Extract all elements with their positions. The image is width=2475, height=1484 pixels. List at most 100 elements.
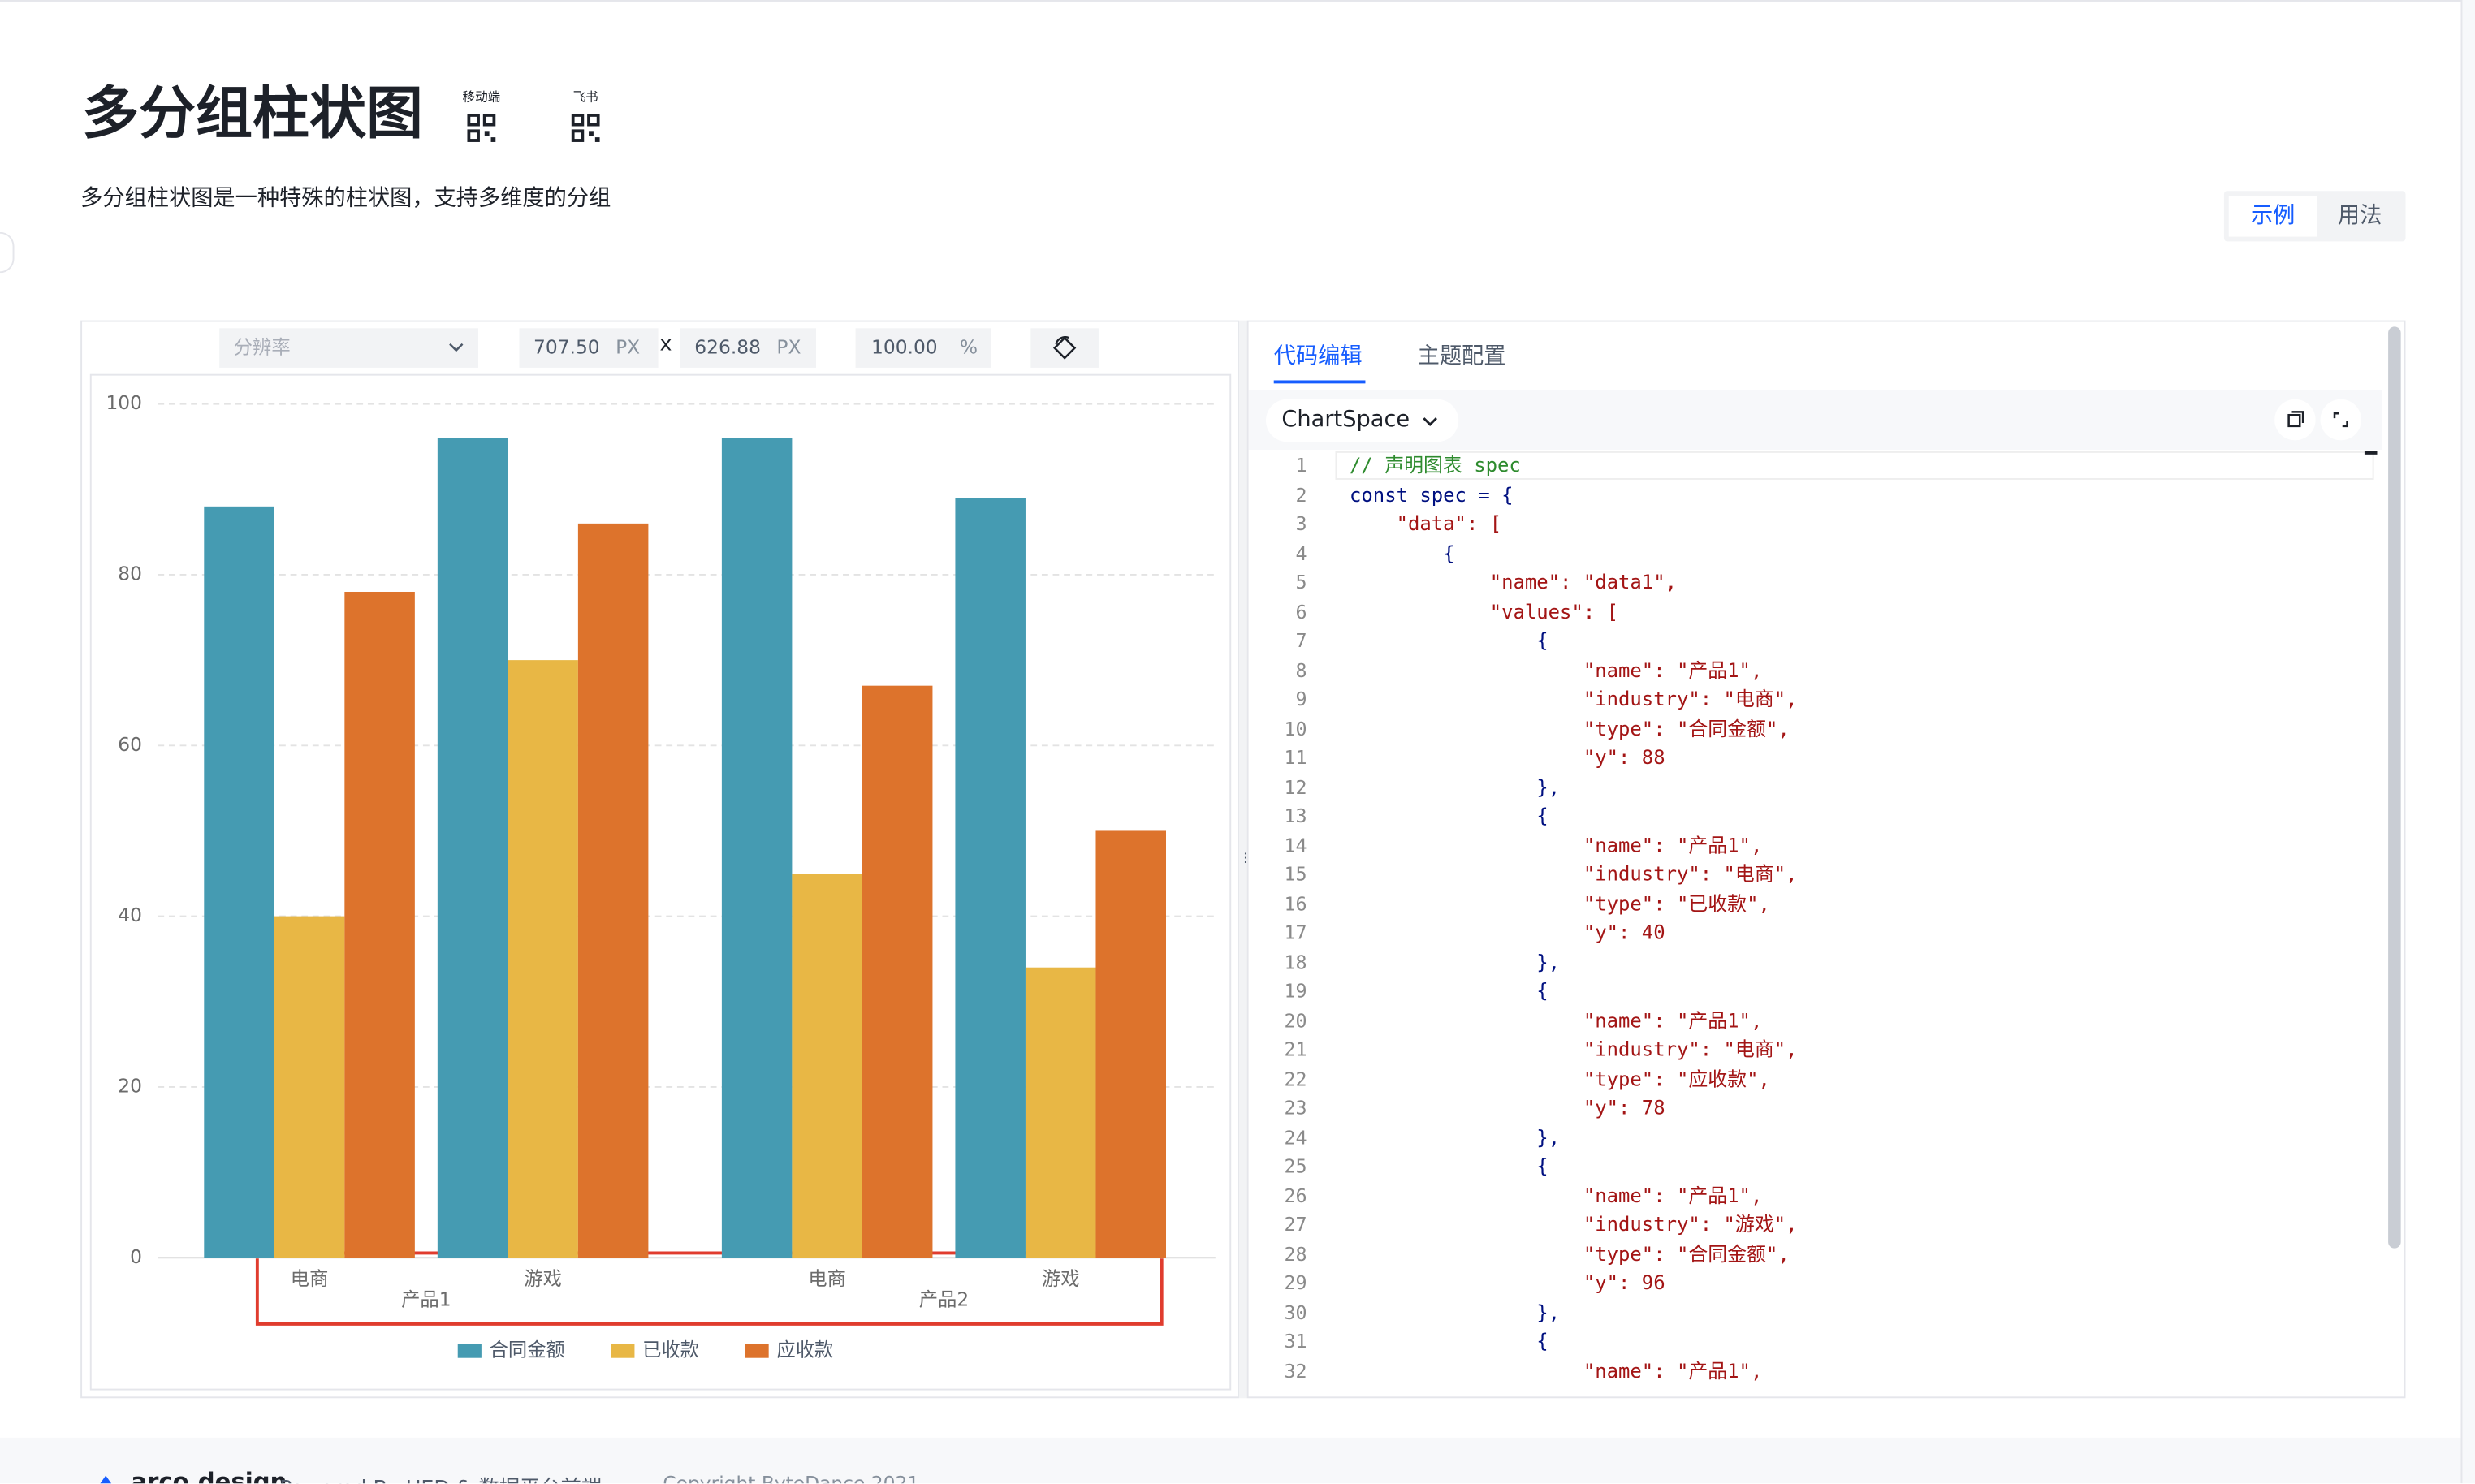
top-border [0, 0, 2475, 2]
code-line: }, [1350, 1301, 1561, 1323]
legend-swatch [611, 1344, 635, 1358]
bar [1025, 967, 1096, 1258]
code-line: "industry": "游戏", [1350, 1213, 1798, 1236]
legend-item[interactable]: 应收款 [745, 1339, 834, 1361]
view-tab-active[interactable]: 示例 [2228, 196, 2317, 237]
footer: arco.design Powered By UED & 数据平台前端 Copy… [0, 1437, 2461, 1484]
code-line: "name": "产品1", [1350, 1184, 1763, 1207]
splitter[interactable] [1238, 320, 1247, 1399]
editor-panel [1246, 320, 2406, 1399]
x-tick-label: 游戏 [524, 1268, 562, 1290]
line-number: 18 [1284, 951, 1307, 973]
copy-button[interactable] [2274, 399, 2316, 441]
code-line: "type": "应收款", [1350, 1068, 1770, 1090]
brand[interactable]: arco.design [131, 1467, 287, 1484]
code-line: "industry": "电商", [1350, 863, 1798, 886]
spec-selector[interactable]: ChartSpace [1265, 399, 1459, 442]
footer-copyright: Copyright ByteDance 2021 [663, 1472, 920, 1484]
line-number: 29 [1284, 1271, 1307, 1294]
group-label: 产品2 [919, 1288, 969, 1310]
line-number: 17 [1284, 921, 1307, 944]
unit: % [959, 336, 978, 359]
line-number: 22 [1284, 1068, 1307, 1090]
bar [437, 438, 508, 1258]
code-line: "y": 40 [1350, 921, 1665, 944]
bar [792, 874, 862, 1258]
width-input[interactable]: 707.50 PX [519, 328, 659, 368]
code-line: }, [1350, 951, 1561, 973]
chart-frame [89, 373, 1232, 1391]
line-number: 6 [1295, 600, 1307, 623]
y-tick-label: 80 [118, 563, 142, 585]
legend-item[interactable]: 合同金额 [457, 1339, 565, 1361]
legend-swatch [745, 1344, 769, 1358]
y-tick-label: 60 [118, 734, 142, 756]
cursor [2364, 451, 2378, 455]
code-line: "type": "已收款", [1350, 892, 1770, 915]
resolution-select[interactable]: 分辨率 [219, 328, 478, 368]
code-line: "type": "合同金额", [1350, 1242, 1790, 1266]
side-toggle[interactable] [0, 231, 15, 274]
qr-icon[interactable] [467, 113, 496, 142]
code-line: { [1350, 1154, 1548, 1178]
selector-label: ChartSpace [1281, 407, 1410, 433]
line-number: 21 [1284, 1038, 1307, 1061]
view-tab[interactable]: 用法 [2337, 203, 2382, 229]
line-number: 3 [1295, 512, 1307, 535]
line-number: 13 [1284, 805, 1307, 827]
code-line: // 声明图表 spec [1350, 454, 1521, 477]
code-line: "type": "合同金额", [1350, 717, 1790, 740]
legend-label: 已收款 [642, 1339, 699, 1361]
line-number: 9 [1295, 688, 1307, 710]
bar [204, 506, 274, 1258]
line-number: 1 [1295, 454, 1307, 477]
line-number: 14 [1284, 834, 1307, 856]
bar [955, 498, 1026, 1258]
code-line: "name": "产品1", [1350, 834, 1763, 856]
x-tick-label: 游戏 [1042, 1268, 1080, 1290]
line-number: 15 [1284, 863, 1307, 886]
editor-tab-active[interactable]: 代码编辑 [1273, 343, 1363, 369]
legend-item[interactable]: 已收款 [611, 1339, 699, 1361]
code-line: "name": "产品1", [1350, 658, 1763, 681]
line-number: 11 [1284, 746, 1307, 769]
unit: PX [616, 336, 641, 359]
rotate-icon [1052, 336, 1077, 360]
qr-label: 飞书 [572, 89, 598, 105]
code-line: "industry": "电商", [1350, 688, 1798, 710]
rotate-button[interactable] [1030, 328, 1099, 368]
line-number: 31 [1284, 1330, 1307, 1352]
footer-credit[interactable]: Powered By UED & 数据平台前端 [279, 1471, 602, 1483]
width-value: 707.50 [533, 336, 600, 359]
qr-icon[interactable] [571, 113, 600, 142]
editor-scrollbar[interactable] [2388, 326, 2401, 1249]
qr-label: 移动端 [462, 89, 501, 105]
y-tick-label: 100 [106, 392, 142, 414]
y-tick-label: 40 [118, 904, 142, 926]
code-line: "data": [ [1350, 512, 1502, 535]
code-line: { [1350, 1330, 1548, 1352]
legend-swatch [457, 1344, 482, 1358]
line-number: 30 [1284, 1301, 1307, 1323]
height-input[interactable]: 626.88 PX [680, 328, 816, 368]
line-number: 10 [1284, 717, 1307, 740]
bar [862, 685, 933, 1258]
line-number: 19 [1284, 980, 1307, 1003]
editor-tab[interactable]: 主题配置 [1417, 343, 1506, 369]
line-number: 20 [1284, 1009, 1307, 1032]
fullscreen-button[interactable] [2320, 399, 2362, 441]
code-line: { [1350, 805, 1548, 827]
line-number: 7 [1295, 629, 1307, 652]
legend-label: 合同金额 [490, 1339, 565, 1361]
chevron [1423, 417, 1437, 426]
height-value: 626.88 [694, 336, 761, 359]
page-scrollbar[interactable] [2460, 0, 2475, 1484]
code-line: "values": [ [1350, 600, 1619, 623]
bar [274, 916, 345, 1258]
line-number: 28 [1284, 1242, 1307, 1266]
chevron [449, 343, 464, 352]
zoom-input[interactable]: 100.00% [855, 328, 991, 368]
legend-label: 应收款 [776, 1339, 833, 1361]
current-line [1335, 451, 2374, 480]
